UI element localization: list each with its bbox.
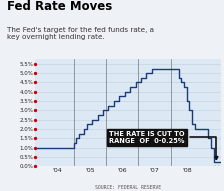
Text: The Fed's target for the fed funds rate, a
key overnight lending rate.: The Fed's target for the fed funds rate,… <box>7 27 154 40</box>
Text: SOURCE: FEDERAL RESERVE: SOURCE: FEDERAL RESERVE <box>95 185 161 190</box>
Text: THE RATE IS CUT TO
RANGE  OF  0-0.25%: THE RATE IS CUT TO RANGE OF 0-0.25% <box>109 131 218 159</box>
Text: Fed Rate Moves: Fed Rate Moves <box>7 0 112 13</box>
